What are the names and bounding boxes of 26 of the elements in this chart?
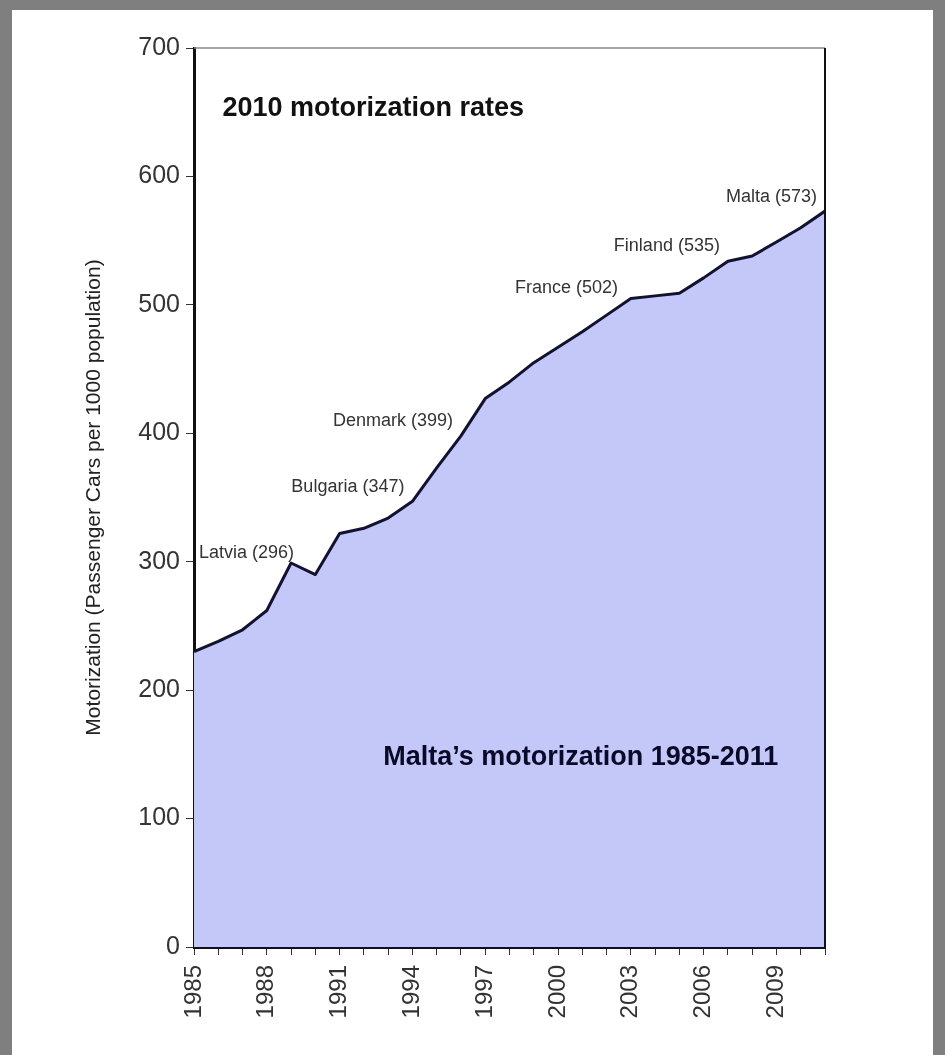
- y-tick-label: 700: [138, 31, 180, 60]
- annotation: Latvia (296): [199, 541, 295, 562]
- annotation: Denmark (399): [332, 409, 453, 430]
- annotation: Finland (535): [613, 234, 720, 255]
- x-tick-label: 2000: [542, 965, 570, 1019]
- x-tick-label: 1991: [324, 965, 352, 1019]
- annotation: Malta (573): [725, 186, 818, 207]
- x-tick-label: 2006: [688, 965, 716, 1019]
- y-tick-label: 100: [138, 802, 180, 831]
- text: Malta’s motorization 1985-2011: [383, 740, 779, 771]
- y-tick-label: 300: [138, 545, 180, 574]
- x-tick-label: 1985: [178, 965, 206, 1019]
- y-tick-label: 500: [138, 288, 180, 317]
- annotation: France (502): [514, 277, 618, 298]
- annotation: Bulgaria (347): [291, 476, 405, 497]
- x-tick-label: 2003: [615, 965, 643, 1019]
- y-tick-label: 200: [138, 674, 180, 703]
- x-tick-label: 2009: [761, 965, 789, 1019]
- annotation: 2010 motorization rates: [222, 91, 524, 122]
- y-tick-label: 400: [138, 417, 180, 446]
- x-tick-label: 1988: [251, 965, 279, 1019]
- y-tick-label: 600: [138, 160, 180, 189]
- x-tick-label: 1997: [469, 965, 497, 1019]
- x-tick-label: 1994: [397, 965, 425, 1019]
- y-tick-label: 0: [166, 930, 180, 959]
- y-axis-title: Motorization (Passenger Cars per 1000 population): [81, 259, 105, 736]
